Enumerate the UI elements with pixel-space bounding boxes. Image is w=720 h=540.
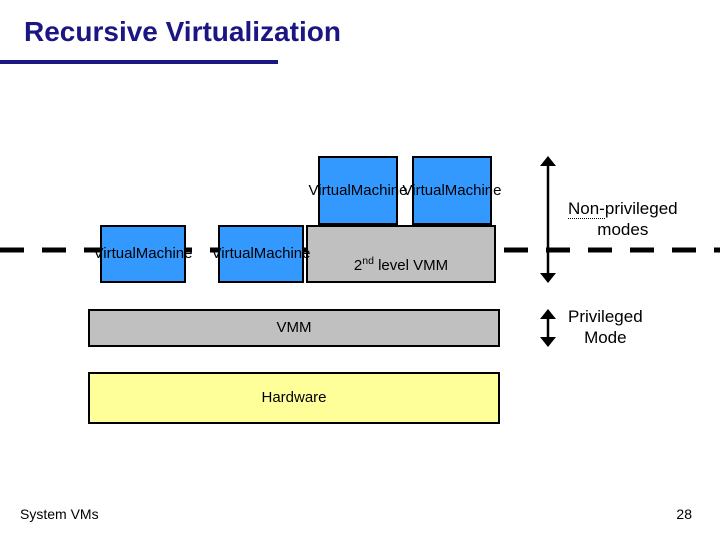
vmm-label: VMM (277, 319, 312, 337)
priv-arrow (536, 309, 560, 347)
vm-box-top-left: VirtualMachine (318, 156, 398, 225)
footer-left: System VMs (20, 506, 99, 522)
footer-left-text: System VMs (20, 506, 99, 522)
second-level-vmm-box: 2nd level VMM (306, 225, 496, 283)
nonpriv-label: Non-privilegedmodes (568, 198, 678, 241)
title-text: Recursive Virtualization (24, 16, 341, 47)
footer-page-text: 28 (676, 506, 692, 522)
hardware-box: Hardware (88, 372, 500, 424)
vm-box-top-right: VirtualMachine (412, 156, 492, 225)
footer-page-number: 28 (676, 506, 692, 522)
slide-title: Recursive Virtualization (24, 16, 341, 48)
second-level-vmm-label: 2nd level VMM (354, 255, 448, 275)
vm-box-mid: VirtualMachine (218, 225, 304, 283)
nonpriv-arrow (536, 156, 560, 283)
priv-label: PrivilegedMode (568, 306, 643, 349)
hardware-label: Hardware (261, 389, 326, 407)
vmm-box: VMM (88, 309, 500, 347)
vm-box-left: VirtualMachine (100, 225, 186, 283)
title-underline (0, 60, 278, 64)
